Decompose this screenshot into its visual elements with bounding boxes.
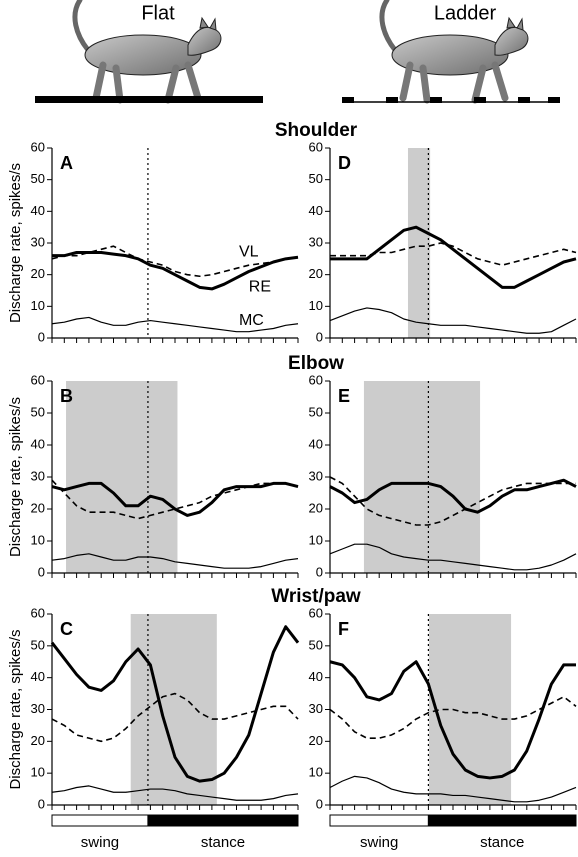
panel-letter: F (338, 619, 349, 639)
phase-label: stance (480, 834, 524, 851)
phase-label: swing (81, 834, 119, 851)
series-line (329, 695, 577, 739)
ladder-rungs (342, 97, 560, 103)
y-tick-label: 40 (309, 203, 323, 218)
y-tick-label: 10 (31, 765, 45, 780)
series-line (51, 692, 299, 743)
column-title: Flat (141, 2, 175, 24)
series-line (330, 225, 577, 289)
y-tick-label: 60 (31, 605, 45, 620)
y-axis-label: Discharge rate, spikes/s (7, 163, 24, 323)
series-label: VL (239, 244, 259, 261)
column-title: Ladder (434, 2, 497, 24)
panel-letter: B (60, 386, 73, 406)
y-tick-label: 50 (31, 171, 45, 186)
y-tick-label: 20 (31, 266, 45, 281)
y-tick-label: 60 (309, 605, 323, 620)
shaded-region (66, 381, 178, 573)
y-tick-label: 40 (31, 669, 45, 684)
y-tick-label: 30 (31, 468, 45, 483)
y-tick-label: 0 (316, 329, 323, 344)
y-tick-label: 50 (309, 637, 323, 652)
panel-letter: C (60, 619, 73, 639)
y-tick-label: 60 (31, 372, 45, 387)
y-tick-label: 30 (31, 234, 45, 249)
y-tick-label: 20 (309, 733, 323, 748)
panel-letter: E (338, 386, 350, 406)
y-tick-label: 10 (309, 532, 323, 547)
shaded-region (407, 148, 431, 338)
y-tick-label: 40 (31, 436, 45, 451)
y-tick-label: 40 (31, 203, 45, 218)
y-tick-label: 40 (309, 669, 323, 684)
series-line (51, 785, 299, 801)
series-label: RE (249, 279, 271, 296)
row-title: Shoulder (275, 120, 358, 141)
y-tick-label: 10 (31, 532, 45, 547)
y-axis-label: Discharge rate, spikes/s (7, 629, 24, 789)
series-line (330, 242, 577, 266)
y-tick-label: 20 (309, 266, 323, 281)
phase-label: swing (360, 834, 398, 851)
y-tick-label: 10 (309, 298, 323, 313)
y-tick-label: 50 (309, 171, 323, 186)
series-line (51, 481, 299, 517)
y-tick-label: 30 (309, 468, 323, 483)
y-tick-label: 20 (31, 500, 45, 515)
y-tick-label: 0 (38, 796, 45, 811)
y-tick-label: 50 (31, 404, 45, 419)
panel-letter: D (338, 153, 351, 173)
y-tick-label: 20 (31, 733, 45, 748)
flat-ground (35, 96, 263, 103)
series-line (52, 251, 299, 291)
y-tick-label: 10 (309, 765, 323, 780)
series-line (329, 476, 576, 526)
y-tick-label: 60 (309, 139, 323, 154)
phase-label: stance (201, 834, 245, 851)
panel-letter: A (60, 153, 73, 173)
row-title: Elbow (288, 353, 344, 374)
row-title: Wrist/paw (271, 586, 361, 607)
y-tick-label: 0 (38, 329, 45, 344)
y-tick-label: 50 (309, 404, 323, 419)
y-tick-label: 40 (309, 436, 323, 451)
y-tick-label: 20 (309, 500, 323, 515)
series-line (329, 543, 577, 571)
y-tick-label: 0 (316, 564, 323, 579)
y-tick-label: 30 (309, 701, 323, 716)
y-axis-label: Discharge rate, spikes/s (7, 397, 24, 557)
shaded-region (363, 381, 481, 573)
swing-bar (51, 814, 149, 827)
series-line (51, 479, 299, 520)
series-label: MC (239, 312, 264, 329)
series-line (50, 625, 300, 783)
series-line (51, 553, 299, 569)
stance-bar (427, 814, 577, 827)
shaded-region (130, 614, 217, 805)
y-tick-label: 0 (38, 564, 45, 579)
series-line (329, 307, 577, 334)
y-tick-label: 10 (31, 298, 45, 313)
y-tick-label: 60 (31, 139, 45, 154)
stance-bar (147, 814, 299, 827)
y-tick-label: 50 (31, 637, 45, 652)
series-line (329, 660, 576, 780)
y-tick-label: 30 (31, 701, 45, 716)
y-tick-label: 60 (309, 372, 323, 387)
swing-bar (329, 814, 429, 827)
series-line (51, 245, 299, 278)
series-line (51, 316, 299, 333)
y-tick-label: 0 (316, 796, 323, 811)
series-line (329, 478, 577, 514)
series-line (329, 775, 577, 803)
y-tick-label: 30 (309, 234, 323, 249)
